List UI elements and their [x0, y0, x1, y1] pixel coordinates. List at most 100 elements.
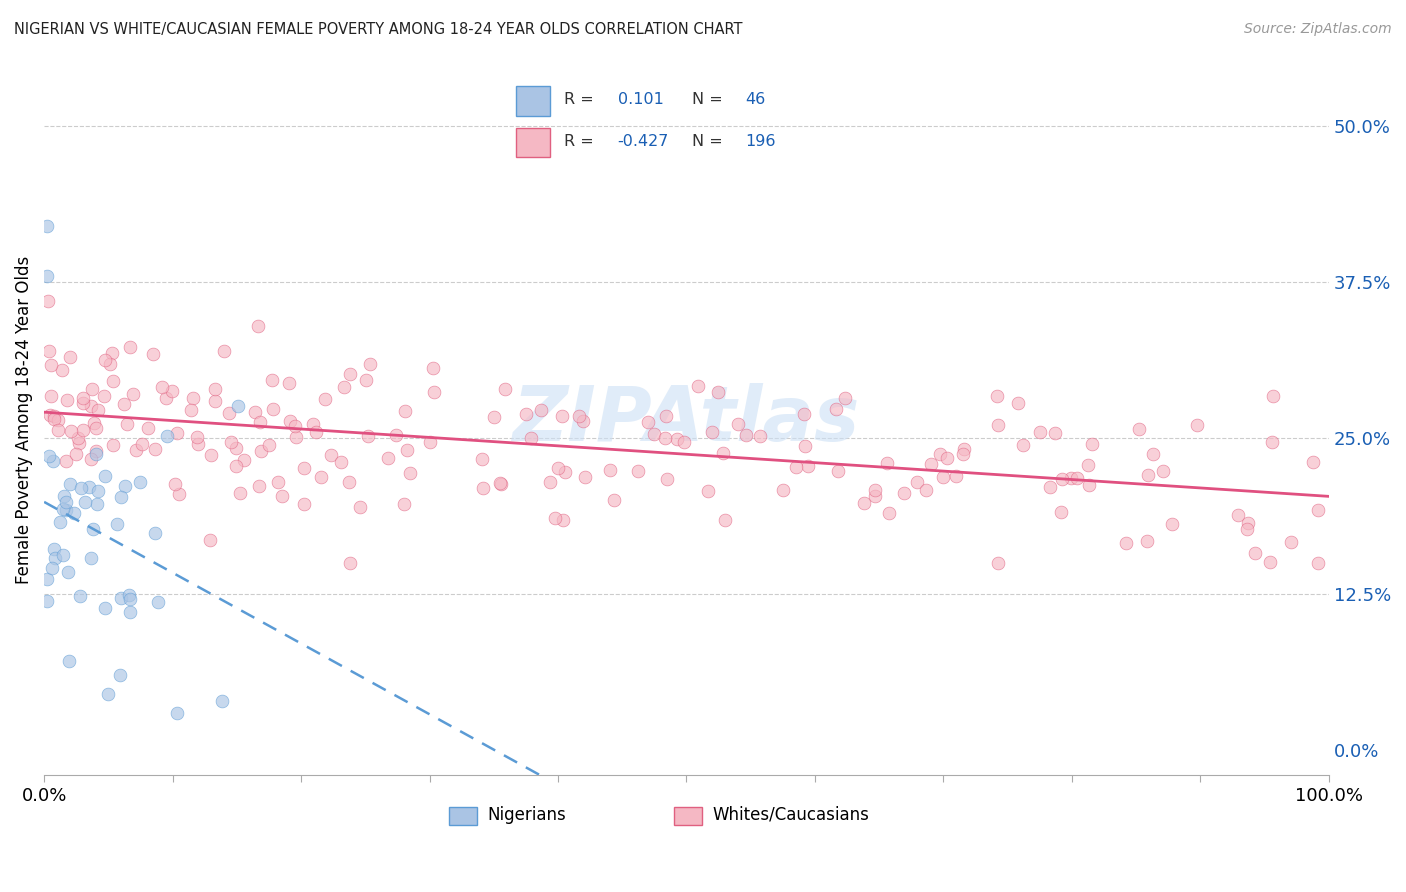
Point	[1306, 556, 1329, 570]
Point	[520, 431, 543, 445]
Point	[1077, 478, 1099, 492]
Point	[654, 431, 676, 445]
Point	[422, 361, 444, 376]
Point	[80, 551, 103, 566]
Point	[39, 358, 62, 372]
Text: -0.427: -0.427	[617, 134, 669, 149]
Bar	[516, 128, 550, 157]
Point	[876, 456, 898, 470]
Point	[772, 483, 794, 497]
Point	[914, 483, 936, 498]
Point	[714, 513, 737, 527]
Point	[229, 486, 252, 500]
Point	[471, 452, 494, 467]
Bar	[673, 807, 702, 825]
Point	[72, 396, 94, 410]
Point	[103, 437, 125, 451]
Point	[143, 442, 166, 457]
Point	[44, 550, 66, 565]
Point	[41, 389, 63, 403]
Point	[67, 431, 90, 445]
Point	[793, 407, 815, 421]
Point	[359, 357, 381, 371]
Text: N =: N =	[692, 134, 723, 149]
Point	[339, 475, 361, 490]
Point	[131, 437, 153, 451]
Point	[214, 343, 236, 358]
Point	[249, 415, 271, 429]
Point	[44, 542, 66, 557]
Point	[41, 454, 63, 468]
Point	[394, 404, 416, 418]
Point	[1263, 389, 1285, 403]
Point	[87, 403, 110, 417]
Point	[278, 414, 301, 428]
Point	[80, 399, 103, 413]
Point	[59, 476, 82, 491]
Point	[395, 443, 418, 458]
Point	[56, 565, 79, 579]
Point	[1029, 425, 1052, 439]
Point	[80, 382, 103, 396]
Point	[77, 480, 100, 494]
Point	[284, 430, 307, 444]
Point	[1243, 546, 1265, 560]
Point	[38, 344, 60, 359]
Point	[48, 413, 70, 427]
Point	[713, 445, 735, 459]
Point	[1142, 447, 1164, 461]
Text: N =: N =	[692, 92, 723, 107]
Point	[1012, 437, 1035, 451]
Point	[332, 380, 354, 394]
Point	[314, 392, 336, 407]
Point	[35, 593, 58, 607]
Point	[225, 441, 247, 455]
Point	[52, 548, 75, 562]
Point	[284, 418, 307, 433]
Point	[572, 414, 595, 428]
Point	[643, 427, 665, 442]
Point	[93, 389, 115, 403]
Point	[38, 450, 60, 464]
Point	[1302, 455, 1324, 469]
Point	[727, 417, 749, 432]
Point	[785, 459, 807, 474]
Point	[794, 439, 817, 453]
Point	[627, 465, 650, 479]
Point	[515, 407, 537, 421]
Point	[482, 409, 505, 424]
Point	[55, 454, 77, 468]
Text: Source: ZipAtlas.com: Source: ZipAtlas.com	[1244, 22, 1392, 37]
Point	[156, 429, 179, 443]
Point	[530, 403, 553, 417]
Point	[877, 507, 900, 521]
Point	[267, 475, 290, 490]
Point	[98, 357, 121, 371]
Point	[56, 393, 79, 408]
Point	[72, 391, 94, 405]
Point	[863, 483, 886, 498]
Point	[928, 447, 950, 461]
Point	[292, 497, 315, 511]
Point	[39, 409, 62, 423]
Point	[115, 417, 138, 431]
Point	[247, 318, 270, 333]
Point	[155, 391, 177, 405]
Point	[931, 470, 953, 484]
Point	[143, 526, 166, 541]
Point	[1039, 480, 1062, 494]
Point	[1187, 418, 1209, 433]
Point	[250, 444, 273, 458]
Point	[86, 497, 108, 511]
Point	[305, 425, 328, 440]
Point	[953, 442, 976, 457]
Point	[574, 470, 596, 484]
Point	[1161, 517, 1184, 532]
Point	[163, 476, 186, 491]
Point	[110, 668, 132, 682]
Point	[150, 380, 173, 394]
Point	[568, 409, 591, 423]
Point	[75, 495, 97, 509]
Text: Whites/Caucasians: Whites/Caucasians	[711, 805, 869, 823]
Point	[1115, 536, 1137, 550]
